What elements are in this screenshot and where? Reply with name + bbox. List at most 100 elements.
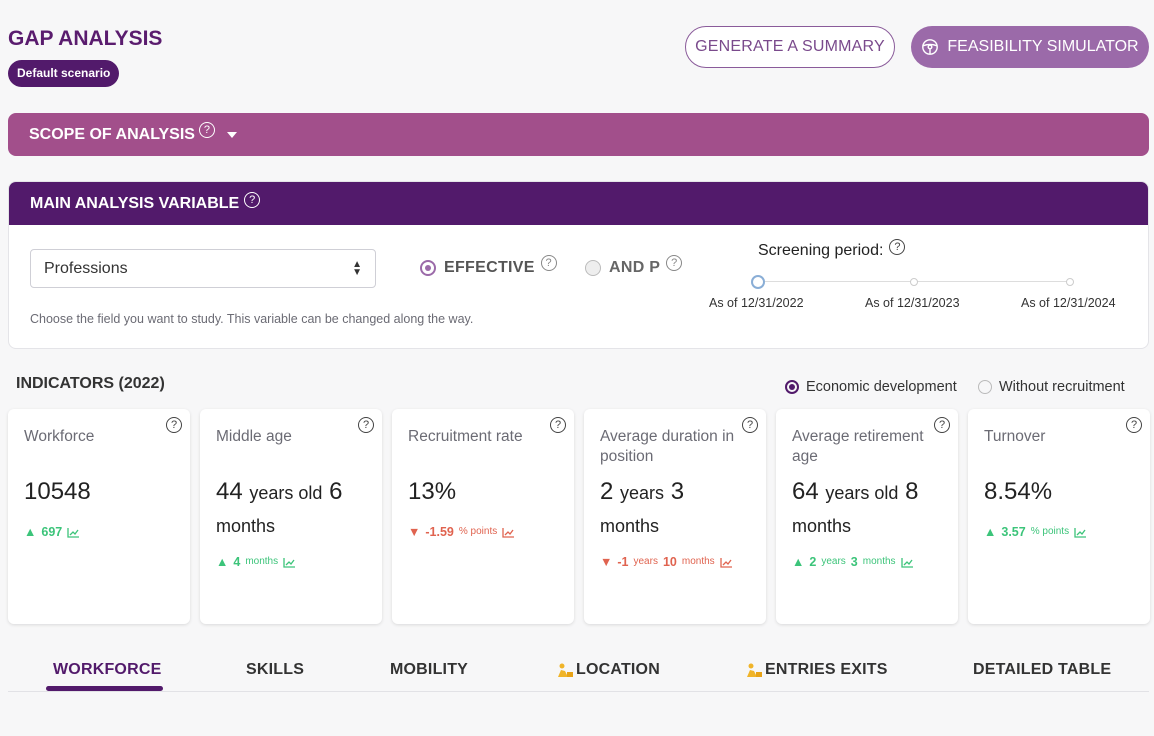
caret-up-icon: ▲ bbox=[24, 525, 37, 539]
card-delta: ▲ 3.57 % points bbox=[984, 522, 1144, 542]
value-months: 3 bbox=[670, 478, 685, 505]
trend-chart-icon[interactable] bbox=[283, 557, 296, 568]
radio-effective-label: EFFECTIVE bbox=[444, 259, 535, 276]
card-title: Turnover bbox=[984, 428, 1046, 445]
economic-development-label: Economic development bbox=[806, 379, 957, 395]
caret-down-icon[interactable] bbox=[226, 131, 237, 138]
tab-detailed-table[interactable]: DETAILED TABLE bbox=[973, 661, 1112, 678]
delta-unit: months bbox=[245, 556, 279, 567]
card-title: Average retirement age bbox=[792, 428, 924, 465]
main-analysis-header: MAIN ANALYSIS VARIABLE ? bbox=[9, 182, 1148, 225]
feasibility-simulator-button[interactable]: FEASIBILITY SIMULATOR bbox=[911, 26, 1149, 68]
caret-up-icon: ▲ bbox=[216, 555, 229, 569]
value-years: 64 bbox=[792, 478, 819, 505]
delta-unit: % points bbox=[1030, 526, 1070, 537]
help-icon[interactable]: ? bbox=[550, 417, 566, 433]
scenario-badge[interactable]: Default scenario bbox=[8, 60, 120, 87]
card-delta: ▼ -1 years 10 months bbox=[600, 552, 760, 572]
help-icon[interactable]: ? bbox=[166, 417, 182, 433]
card-delta: ▼ -1.59 % points bbox=[408, 522, 568, 542]
card-value: 13% bbox=[408, 478, 457, 505]
unit-months: months bbox=[600, 516, 660, 536]
radio-and-p-label: AND P bbox=[609, 259, 661, 276]
tab-location[interactable]: LOCATION bbox=[556, 661, 660, 679]
tab-entries-exits-label: ENTRIES EXITS bbox=[765, 661, 888, 678]
page-title: GAP ANALYSIS bbox=[8, 27, 163, 50]
indicator-card-turnover: Turnover ? 8.54% ▲ 3.57 % points bbox=[968, 409, 1150, 624]
value-months: 6 bbox=[329, 478, 343, 505]
help-icon[interactable]: ? bbox=[934, 417, 950, 433]
trend-chart-icon[interactable] bbox=[900, 557, 914, 568]
steering-wheel-icon bbox=[922, 39, 939, 55]
construction-worker-icon bbox=[747, 663, 762, 677]
radio-unchecked-icon bbox=[978, 380, 992, 394]
scope-label: SCOPE OF ANALYSIS bbox=[29, 125, 195, 143]
indicator-card-recruitment-rate: Recruitment rate ? 13% ▼ -1.59 % points bbox=[392, 409, 574, 624]
construction-worker-icon bbox=[558, 663, 573, 677]
indicators-title: INDICATORS (2022) bbox=[16, 375, 165, 392]
unit-years: years old bbox=[825, 483, 899, 503]
card-delta: ▲ 4 months bbox=[216, 552, 376, 572]
radio-effective[interactable]: EFFECTIVE ? bbox=[420, 255, 557, 277]
delta-unit: % points bbox=[458, 526, 498, 537]
screening-period-title: Screening period: ? bbox=[758, 239, 906, 260]
radio-and-p[interactable]: AND P ? bbox=[585, 255, 683, 277]
delta-unit-months: months bbox=[681, 556, 715, 567]
trend-chart-icon[interactable] bbox=[1074, 527, 1087, 538]
help-icon[interactable]: ? bbox=[666, 255, 683, 271]
card-delta: ▲ 697 bbox=[24, 522, 184, 542]
active-tab-indicator bbox=[46, 686, 163, 691]
screening-period-label: Screening period: bbox=[758, 242, 884, 259]
help-icon[interactable]: ? bbox=[889, 239, 906, 255]
help-icon[interactable]: ? bbox=[198, 121, 215, 138]
select-arrows-icon: ▲ ▼ bbox=[352, 258, 362, 278]
card-delta: ▲ 2 years 3 months bbox=[792, 552, 952, 572]
slider-knob-2022[interactable] bbox=[751, 275, 765, 289]
indicator-card-workforce: Workforce ? 10548 ▲ 697 bbox=[8, 409, 190, 624]
card-title: Middle age bbox=[216, 428, 292, 445]
help-icon[interactable]: ? bbox=[244, 191, 261, 208]
help-icon[interactable]: ? bbox=[1126, 417, 1142, 433]
delta-unit-years: years bbox=[821, 556, 846, 567]
slider-knob-2023[interactable] bbox=[910, 278, 918, 286]
help-icon[interactable]: ? bbox=[742, 417, 758, 433]
scope-of-analysis-bar[interactable]: SCOPE OF ANALYSIS ? bbox=[8, 113, 1149, 156]
tab-skills[interactable]: SKILLS bbox=[246, 661, 305, 678]
caret-up-icon: ▲ bbox=[792, 555, 805, 569]
indicator-card-retirement-age: Average retirement age ? 64 years old 8 m… bbox=[776, 409, 958, 624]
tab-bar: WORKFORCE SKILLS MOBILITY LOCATION ENTRI… bbox=[8, 650, 1149, 692]
value-years: 2 bbox=[600, 478, 614, 505]
slider-knob-2024[interactable] bbox=[1066, 278, 1074, 286]
help-icon[interactable]: ? bbox=[358, 417, 374, 433]
unit-years: years bbox=[620, 483, 665, 503]
help-icon[interactable]: ? bbox=[540, 255, 557, 271]
indicator-card-middle-age: Middle age ? 44 years old 6 months ▲ 4 mo… bbox=[200, 409, 382, 624]
delta-unit-months: months bbox=[862, 556, 896, 567]
radio-without-recruitment[interactable]: Without recruitment bbox=[978, 379, 1125, 395]
delta-value: 4 bbox=[233, 555, 241, 569]
analysis-variable-select[interactable]: Professions ▲ ▼ bbox=[30, 249, 376, 288]
unit-months: months bbox=[216, 516, 276, 536]
slider-tick-2024: As of 12/31/2024 bbox=[1021, 296, 1116, 310]
delta-value-months: 10 bbox=[662, 555, 677, 569]
tab-mobility[interactable]: MOBILITY bbox=[390, 661, 469, 678]
trend-chart-icon[interactable] bbox=[67, 527, 80, 538]
tab-workforce[interactable]: WORKFORCE bbox=[53, 661, 162, 678]
card-value: 44 years old 6 months bbox=[216, 476, 376, 542]
value-years: 44 bbox=[216, 478, 243, 505]
tab-entries-exits[interactable]: ENTRIES EXITS bbox=[745, 661, 888, 679]
select-hint: Choose the field you want to study. This… bbox=[30, 312, 474, 326]
delta-value: -1 bbox=[617, 555, 629, 569]
indicator-card-average-duration: Average duration in position ? 2 years 3… bbox=[584, 409, 766, 624]
trend-chart-icon[interactable] bbox=[720, 557, 733, 568]
slider-tick-2023: As of 12/31/2023 bbox=[865, 296, 960, 310]
tab-location-label: LOCATION bbox=[576, 661, 660, 678]
generate-summary-button[interactable]: GENERATE A SUMMARY bbox=[685, 26, 895, 68]
radio-unchecked-icon bbox=[585, 260, 601, 276]
radio-economic-development[interactable]: Economic development bbox=[785, 379, 957, 395]
trend-chart-icon[interactable] bbox=[502, 527, 515, 538]
main-analysis-label: MAIN ANALYSIS VARIABLE bbox=[30, 194, 240, 212]
card-title: Recruitment rate bbox=[408, 428, 523, 445]
caret-up-icon: ▲ bbox=[984, 525, 997, 539]
radio-checked-icon bbox=[420, 260, 436, 276]
